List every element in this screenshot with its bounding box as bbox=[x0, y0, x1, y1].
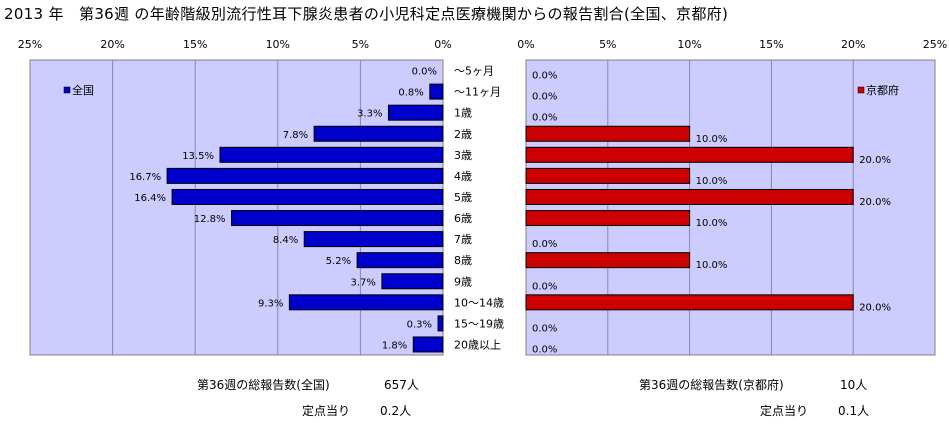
chart-title: 2013 年 第36週 の年齢階級別流行性耳下腺炎患者の小児科定点医療機関からの… bbox=[4, 5, 729, 23]
kyoto-bar-label: 0.0% bbox=[532, 71, 557, 82]
kyoto-tick-label: 20% bbox=[841, 38, 865, 51]
national-bar-label: 0.3% bbox=[407, 319, 432, 330]
kyoto-bar-label: 10.0% bbox=[696, 218, 728, 229]
kyoto-bar bbox=[525, 252, 691, 269]
kyoto-tick-label: 5% bbox=[599, 38, 616, 51]
national-per-value: 0.2人 bbox=[380, 404, 412, 418]
national-legend-label: 全国 bbox=[72, 83, 94, 97]
national-bar-label: 9.3% bbox=[258, 298, 283, 309]
kyoto-bar-label: 10.0% bbox=[696, 134, 728, 145]
category-label: 10～14歳 bbox=[454, 296, 504, 309]
kyoto-bar-label: 10.0% bbox=[696, 260, 728, 271]
kyoto-per-value: 0.1人 bbox=[838, 404, 870, 418]
national-per-label: 定点当り bbox=[302, 404, 351, 418]
national-legend-swatch bbox=[63, 86, 71, 94]
national-bar bbox=[288, 294, 444, 311]
kyoto-tick-label: 25% bbox=[923, 38, 947, 51]
national-bar bbox=[429, 83, 444, 100]
national-total-label: 第36週の総報告数(全国) bbox=[197, 378, 330, 392]
national-bar bbox=[219, 146, 444, 163]
national-bar bbox=[166, 167, 444, 184]
kyoto-bar-label: 0.0% bbox=[532, 92, 557, 103]
kyoto-legend-swatch bbox=[857, 86, 865, 94]
national-bar bbox=[171, 188, 444, 205]
category-label: ～11ヶ月 bbox=[454, 86, 501, 99]
national-tick-label: 10% bbox=[266, 38, 290, 51]
kyoto-bar bbox=[525, 125, 691, 142]
national-bar bbox=[412, 336, 444, 353]
national-bar bbox=[303, 231, 444, 248]
category-label: 3歳 bbox=[454, 149, 472, 162]
kyoto-bar-label: 0.0% bbox=[532, 323, 557, 334]
national-bar-label: 16.7% bbox=[129, 172, 161, 183]
national-bar bbox=[437, 315, 444, 332]
kyoto-bar-label: 0.0% bbox=[532, 344, 557, 355]
national-bar-label: 16.4% bbox=[134, 193, 166, 204]
kyoto-bar bbox=[525, 294, 854, 311]
national-bar bbox=[231, 210, 444, 227]
national-bar-label: 3.3% bbox=[357, 109, 382, 120]
kyoto-bar-label: 0.0% bbox=[532, 281, 557, 292]
kyoto-tick-label: 0% bbox=[517, 38, 534, 51]
category-label: 5歳 bbox=[454, 191, 472, 204]
kyoto-legend-label: 京都府 bbox=[866, 83, 899, 97]
kyoto-bar bbox=[525, 146, 854, 163]
national-bar-label: 12.8% bbox=[194, 214, 226, 225]
national-bar bbox=[313, 125, 444, 142]
kyoto-bar-label: 20.0% bbox=[859, 155, 891, 166]
kyoto-tick-label: 15% bbox=[759, 38, 783, 51]
kyoto-tick-label: 10% bbox=[677, 38, 701, 51]
category-label: 8歳 bbox=[454, 254, 472, 267]
kyoto-bar-label: 10.0% bbox=[696, 176, 728, 187]
category-label: 7歳 bbox=[454, 233, 472, 246]
category-label: ～5ヶ月 bbox=[454, 65, 494, 78]
national-bar bbox=[381, 273, 444, 290]
national-tick-label: 15% bbox=[183, 38, 207, 51]
category-label: 9歳 bbox=[454, 275, 472, 288]
category-label: 15～19歳 bbox=[454, 317, 504, 330]
kyoto-total-value: 10人 bbox=[840, 378, 868, 392]
national-bar-label: 1.8% bbox=[382, 340, 407, 351]
kyoto-bar bbox=[525, 210, 691, 227]
category-label: 4歳 bbox=[454, 170, 472, 183]
national-bar bbox=[356, 252, 444, 269]
category-label: 1歳 bbox=[454, 107, 472, 120]
category-label: 2歳 bbox=[454, 128, 472, 141]
national-bar-label: 8.4% bbox=[273, 235, 298, 246]
kyoto-bar-label: 0.0% bbox=[532, 113, 557, 124]
category-label: 6歳 bbox=[454, 212, 472, 225]
national-tick-label: 20% bbox=[100, 38, 124, 51]
national-tick-label: 25% bbox=[18, 38, 42, 51]
national-tick-label: 0% bbox=[434, 38, 451, 51]
kyoto-per-label: 定点当り bbox=[760, 404, 809, 418]
kyoto-bar-label: 20.0% bbox=[859, 302, 891, 313]
national-bar-label: 3.7% bbox=[350, 277, 375, 288]
national-bar-label: 13.5% bbox=[182, 151, 214, 162]
national-plot-area bbox=[29, 59, 444, 356]
kyoto-bar bbox=[525, 167, 691, 184]
kyoto-bar-label: 0.0% bbox=[532, 239, 557, 250]
national-total-value: 657人 bbox=[384, 378, 419, 392]
kyoto-total-label: 第36週の総報告数(京都府) bbox=[639, 378, 784, 392]
national-bar-label: 0.0% bbox=[412, 67, 437, 78]
kyoto-bar bbox=[525, 188, 854, 205]
national-bar bbox=[387, 104, 444, 121]
national-bar-label: 7.8% bbox=[283, 130, 308, 141]
kyoto-bar-label: 20.0% bbox=[859, 197, 891, 208]
national-tick-label: 5% bbox=[352, 38, 369, 51]
national-bar-label: 0.8% bbox=[398, 88, 423, 99]
national-bar-label: 5.2% bbox=[326, 256, 351, 267]
category-label: 20歳以上 bbox=[454, 338, 501, 351]
